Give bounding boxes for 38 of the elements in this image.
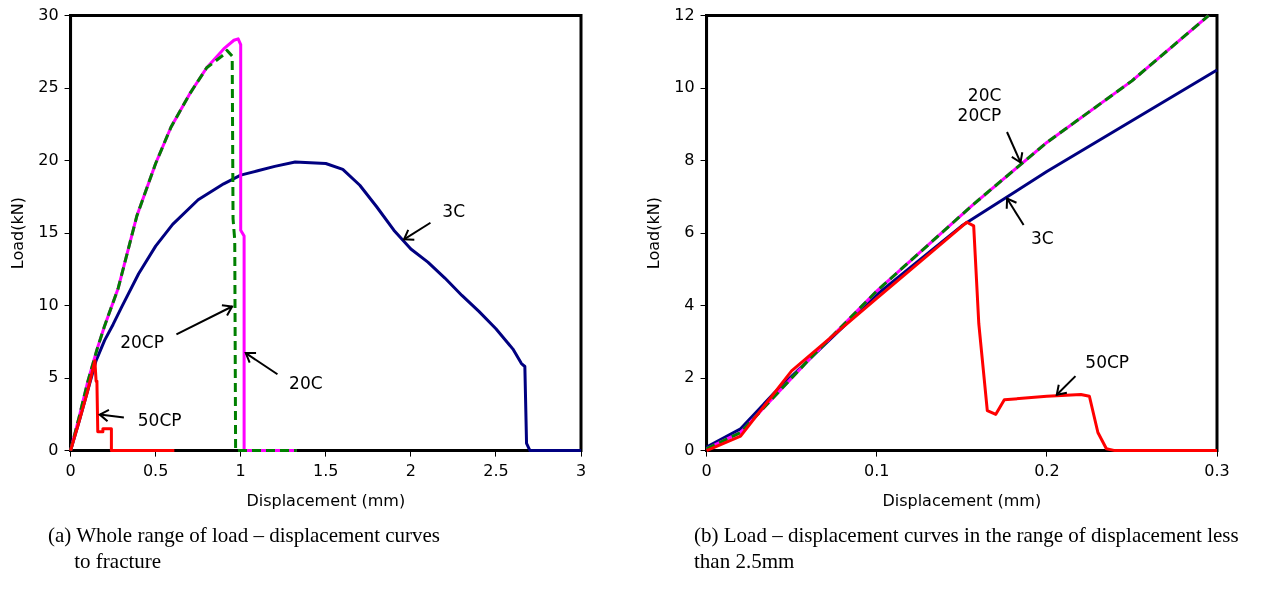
y-tick-label: 0 — [684, 439, 695, 459]
y-tick-label: 20 — [38, 149, 59, 169]
x-axis-title: Displacement (mm) — [246, 490, 406, 510]
annotation: 20CP — [120, 331, 164, 352]
x-tick-label: 3 — [575, 461, 587, 481]
y-tick-label: 10 — [38, 294, 59, 314]
annotation: 20C 20CP — [957, 85, 1002, 126]
annotation: 50CP — [1085, 352, 1130, 373]
x-tick-label: 0.1 — [863, 461, 890, 481]
y-tick-label: 8 — [684, 149, 695, 169]
y-tick-label: 6 — [684, 222, 695, 242]
y-tick-label: 30 — [38, 4, 59, 24]
x-axis-title: Displacement (mm) — [882, 490, 1042, 510]
y-tick-label: 15 — [38, 222, 59, 242]
x-tick-label: 1 — [235, 461, 246, 481]
y-tick-label: 5 — [48, 367, 59, 387]
y-tick-label: 12 — [674, 4, 695, 24]
x-tick-label: 0.5 — [142, 461, 169, 481]
y-tick-label: 10 — [674, 77, 695, 97]
y-tick-label: 25 — [38, 77, 59, 97]
text: (a) Whole range of load – displacement curves to fracture — [48, 522, 442, 574]
y-axis-title: Load(kN) — [643, 197, 663, 270]
annotation: 3C — [1031, 227, 1054, 248]
x-tick-label: 2.5 — [483, 461, 509, 481]
annotation: 50CP — [137, 410, 182, 431]
annotation: 3C — [442, 201, 466, 222]
annotation: 20C — [289, 372, 323, 393]
x-tick-label: 2 — [405, 461, 416, 481]
y-tick-label: 0 — [48, 439, 59, 459]
y-tick-label: 2 — [684, 367, 695, 387]
x-tick-label: 0 — [65, 461, 76, 481]
x-tick-label: 1.5 — [313, 461, 339, 481]
x-tick-label: 0 — [701, 461, 712, 481]
x-tick-label: 0.2 — [1034, 461, 1060, 481]
x-tick-label: 0.3 — [1204, 461, 1230, 481]
y-tick-label: 4 — [684, 294, 695, 314]
y-axis-title: Load(kN) — [7, 197, 27, 270]
text: (b) Load – displacement curves in the range of displacement less than 2.5mm — [694, 522, 1240, 574]
